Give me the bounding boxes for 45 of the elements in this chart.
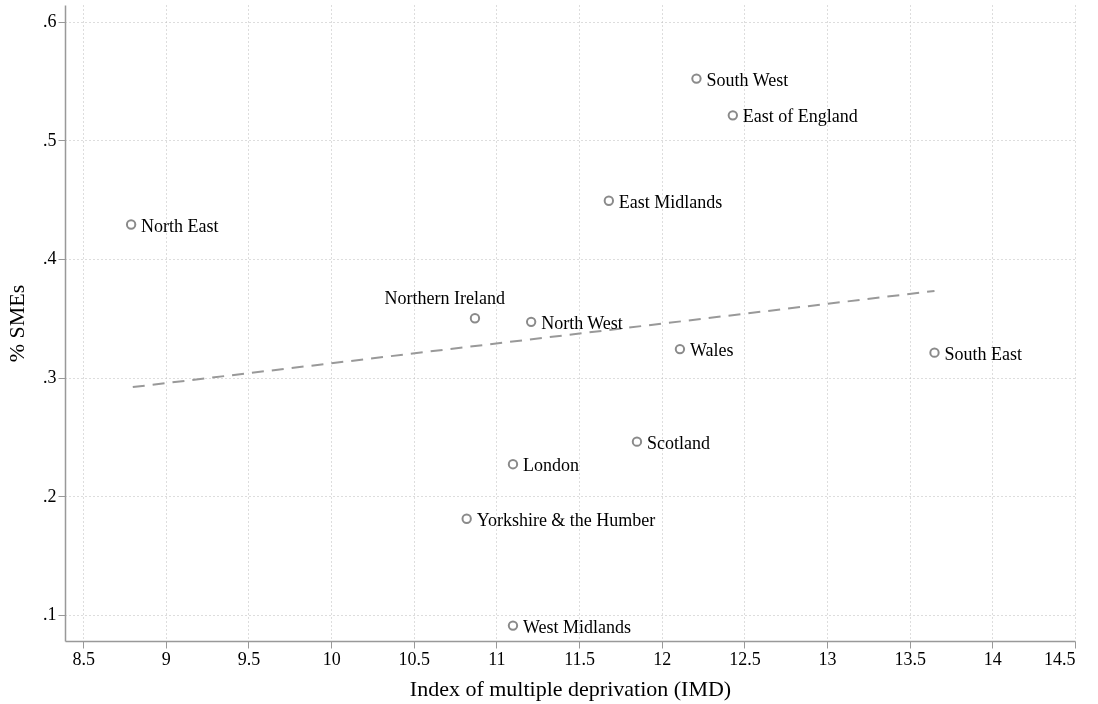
point xyxy=(674,343,686,355)
annotation: Wales xyxy=(689,340,734,361)
point xyxy=(125,219,137,230)
x-axis-title: Index of multiple deprivation (IMD) xyxy=(409,675,732,701)
annotation: South East xyxy=(944,343,1023,364)
point xyxy=(929,347,940,358)
y-tick-label: .6 xyxy=(43,11,57,32)
x-tick-label: 9 xyxy=(161,648,171,669)
point xyxy=(507,620,519,631)
annotation: East Midlands xyxy=(618,191,723,212)
x-tick-label: 14.5 xyxy=(1044,648,1076,669)
x-tick-label: 12.5 xyxy=(729,648,761,669)
x-tick-label: 11.5 xyxy=(564,648,596,669)
annotation: East of England xyxy=(742,106,858,127)
y-tick-label: .1 xyxy=(43,604,57,625)
annotation: Scotland xyxy=(646,432,710,453)
point xyxy=(525,316,537,327)
annotation: Yorkshire & the Humber xyxy=(476,509,656,530)
x-tick-label: 13.5 xyxy=(894,648,926,669)
y-tick-label: .5 xyxy=(43,129,57,150)
x-tick-label: 8.5 xyxy=(72,648,95,669)
x-tick-label: 9.5 xyxy=(237,648,261,669)
point xyxy=(691,73,702,84)
point xyxy=(461,513,472,524)
x-tick-label: 12 xyxy=(653,648,672,669)
annotation: North West xyxy=(541,312,623,333)
x-tick-label: 13 xyxy=(818,648,837,669)
x-tick-label: 10.5 xyxy=(398,648,431,669)
annotation: West Midlands xyxy=(522,616,632,637)
x-tick-label: 10 xyxy=(322,648,341,669)
y-tick-label: .2 xyxy=(43,485,57,506)
point xyxy=(631,436,643,447)
point xyxy=(507,459,519,470)
x-tick-label: 14 xyxy=(983,648,1002,669)
point xyxy=(469,313,481,324)
point xyxy=(727,110,739,121)
annotation: Northern Ireland xyxy=(384,288,505,309)
y-tick-label: .4 xyxy=(43,248,57,269)
y-axis-title: % SMEs xyxy=(4,284,29,363)
annotation: South West xyxy=(706,69,789,90)
annotation: London xyxy=(522,455,579,476)
point xyxy=(603,195,615,206)
x-tick-label: 11 xyxy=(488,648,506,669)
y-tick-label: .3 xyxy=(43,367,57,388)
annotation: North East xyxy=(141,215,219,236)
